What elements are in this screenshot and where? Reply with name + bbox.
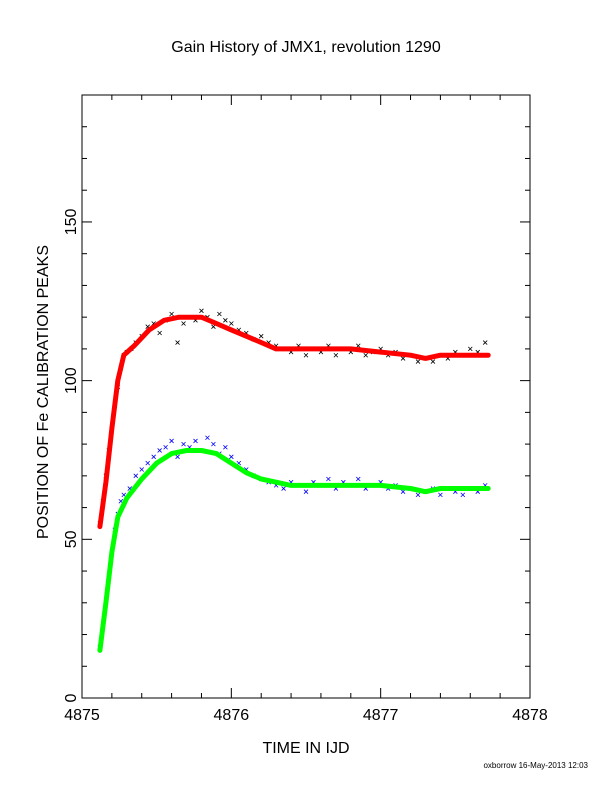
data-point — [333, 352, 339, 358]
x-axis-label: TIME IN IJD — [262, 740, 349, 757]
y-tick-label: 50 — [63, 530, 80, 548]
data-point — [467, 346, 473, 352]
data-point — [281, 486, 286, 491]
y-tick-label: 100 — [63, 367, 80, 394]
data-point — [400, 356, 406, 361]
data-point — [438, 492, 443, 498]
y-tick-label: 0 — [63, 693, 80, 702]
data-point — [430, 359, 436, 364]
data-point — [303, 352, 309, 358]
data-point — [175, 454, 180, 460]
data-point — [157, 330, 162, 336]
chart-title: Gain History of JMX1, revolution 1290 — [171, 39, 441, 56]
y-tick-label: 150 — [63, 209, 80, 236]
data-point — [415, 492, 421, 498]
y-axis-ticks: 0 50 100 150 — [63, 94, 530, 702]
data-point — [415, 359, 421, 364]
data-point — [217, 311, 222, 317]
data-point — [163, 444, 168, 450]
data-point — [303, 489, 309, 494]
x-tick-label: 4877 — [363, 707, 399, 724]
x-axis-ticks: 4875 4876 4877 4878 — [64, 95, 548, 724]
data-point — [355, 476, 361, 482]
data-point — [229, 321, 234, 326]
data-point — [363, 352, 369, 358]
footer-stamp: oxborrow 16-May-2013 12:03 — [483, 761, 588, 770]
data-point — [145, 460, 150, 466]
data-point — [169, 311, 174, 317]
data-point — [157, 448, 162, 453]
data-point — [460, 492, 466, 498]
y-axis-label: POSITION OF Fe CALIBRATION PEAKS — [35, 245, 52, 539]
data-point — [223, 318, 228, 323]
data-point — [175, 340, 180, 345]
data-point — [482, 340, 488, 345]
data-point — [139, 467, 145, 472]
fit-line-3 — [97, 448, 491, 653]
x-tick-label: 4876 — [214, 707, 250, 724]
data-point — [229, 454, 234, 460]
data-point — [205, 435, 210, 441]
data-point — [211, 441, 216, 447]
x-tick-label: 4878 — [512, 707, 548, 724]
data-point — [199, 308, 204, 314]
data-point — [169, 438, 174, 444]
data-point — [181, 321, 186, 326]
data-point — [258, 333, 264, 339]
data-point — [223, 444, 228, 450]
x-tick-label: 4875 — [64, 707, 100, 724]
data-point — [151, 454, 156, 460]
data-series — [97, 308, 491, 653]
plot-frame — [81, 94, 531, 699]
data-point — [326, 476, 331, 482]
data-point — [181, 441, 186, 447]
data-point — [133, 473, 139, 479]
fit-line-1 — [97, 314, 491, 530]
data-point — [193, 438, 198, 444]
